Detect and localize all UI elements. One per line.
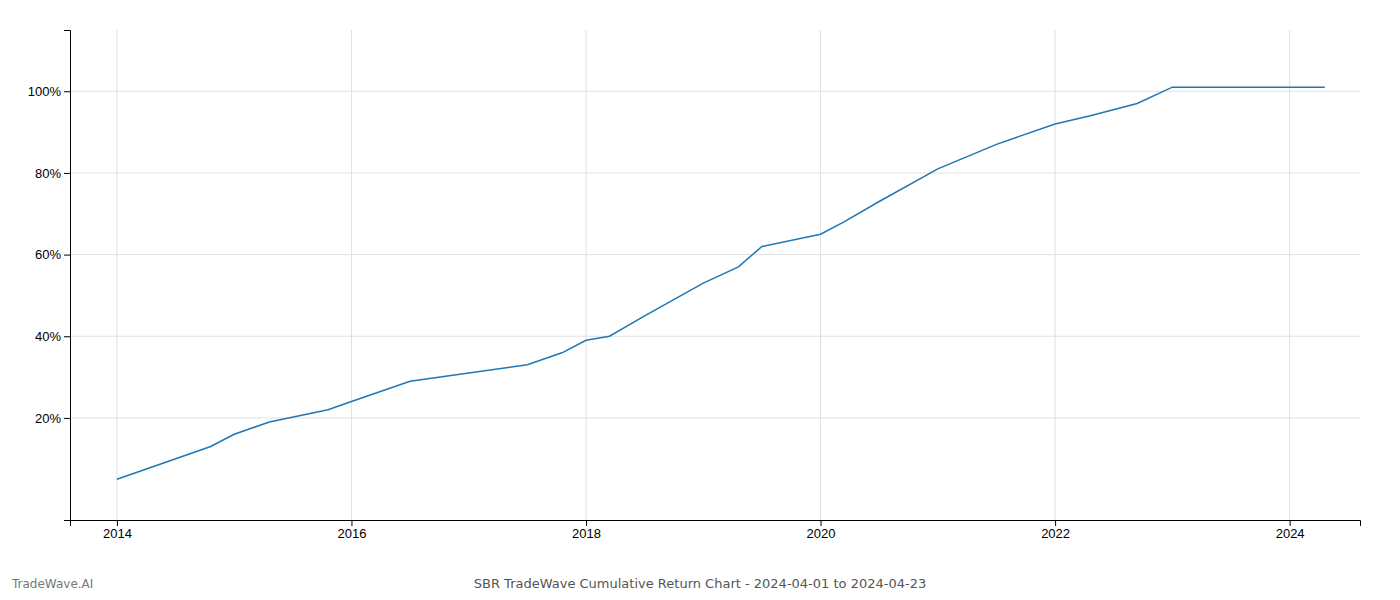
y-tick-label: 100% <box>28 84 62 99</box>
grid-line-y <box>70 91 1360 92</box>
y-tick-mark <box>64 255 70 256</box>
y-tick-label: 80% <box>35 166 61 181</box>
y-tick-mark <box>64 173 70 174</box>
x-tick-label: 2024 <box>1276 526 1305 541</box>
x-axis-line <box>71 521 1361 527</box>
x-axis: 2014 2016 2018 2020 2022 2024 <box>71 520 1361 541</box>
grid-line-y <box>70 254 1360 255</box>
y-tick: 100% <box>28 84 70 99</box>
grid-line-y <box>70 336 1360 337</box>
line <box>117 87 1325 479</box>
grid-line-x <box>116 30 117 520</box>
title: SBR TradeWave Cumulative Return Chart - … <box>474 576 926 591</box>
y-tick: 40% <box>35 329 70 344</box>
x-tick-label: 2018 <box>572 526 601 541</box>
x-tick-mark <box>351 520 352 526</box>
x-tick-mark <box>1055 520 1056 526</box>
x-tick-mark <box>586 520 587 526</box>
grid-line-y <box>70 417 1360 418</box>
x-tick-label: 2014 <box>103 526 132 541</box>
grid-line-y <box>70 172 1360 173</box>
y-tick-mark <box>64 336 70 337</box>
grid-line-x <box>1055 30 1056 520</box>
x-tick-mark <box>821 520 822 526</box>
texts: SBR TradeWave Cumulative Return Chart - … <box>11 576 926 591</box>
x-tick: 2022 <box>1041 520 1070 541</box>
grid-line-x <box>586 30 587 520</box>
grid-line-x <box>1289 30 1290 520</box>
x-tick: 2016 <box>337 520 366 541</box>
x-tick-label: 2022 <box>1041 526 1070 541</box>
grid <box>70 30 1360 520</box>
y-tick: 60% <box>35 247 70 262</box>
x-tick: 2024 <box>1276 520 1305 541</box>
plot: 2014 2016 2018 2020 2022 2024 20% 40% 60% 80% 100% <box>28 30 1361 541</box>
y-tick-label: 20% <box>35 411 61 426</box>
y-axis: 20% 40% 60% 80% 100% <box>28 31 71 521</box>
watermark: TradeWave.AI <box>11 577 93 591</box>
chart: 2014 2016 2018 2020 2022 2024 20% 40% 60% 80% 100%… <box>0 0 1400 600</box>
y-tick-mark <box>64 91 70 92</box>
x-tick: 2020 <box>807 520 836 541</box>
x-tick-mark <box>1290 520 1291 526</box>
y-axis-line <box>64 31 71 521</box>
y-tick-label: 40% <box>35 329 61 344</box>
grid-line-x <box>820 30 821 520</box>
marks <box>117 87 1325 479</box>
x-tick: 2014 <box>103 520 132 541</box>
y-tick-label: 60% <box>35 247 61 262</box>
x-tick: 2018 <box>572 520 601 541</box>
x-tick-mark <box>117 520 118 526</box>
y-tick-mark <box>64 418 70 419</box>
y-tick: 80% <box>35 166 70 181</box>
x-tick-label: 2016 <box>337 526 366 541</box>
grid-line-x <box>351 30 352 520</box>
y-tick: 20% <box>35 411 70 426</box>
x-tick-label: 2020 <box>807 526 836 541</box>
